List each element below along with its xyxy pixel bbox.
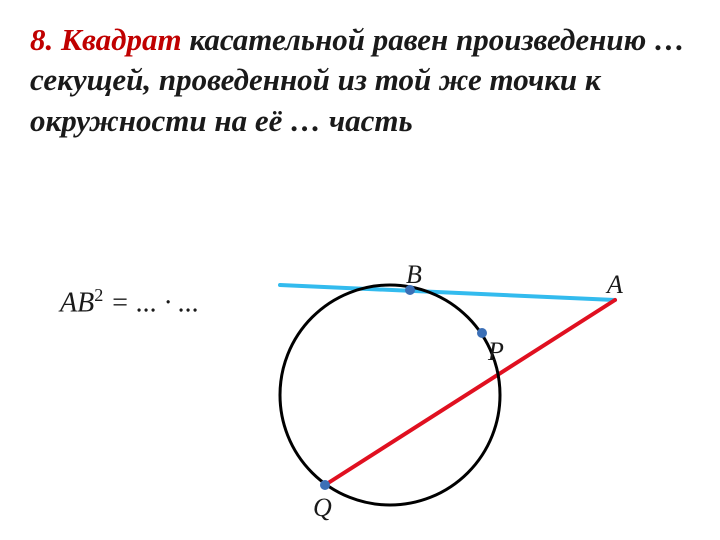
formula-lhs: AB	[60, 287, 94, 318]
tangent-line	[280, 285, 615, 300]
formula-eq: =	[103, 287, 136, 318]
theorem-keyword: Квадрат	[61, 22, 182, 57]
label-Q: Q	[313, 493, 332, 523]
label-B: B	[406, 260, 422, 290]
formula: AB2 = ... · ...	[60, 285, 199, 319]
secant-line	[325, 300, 615, 485]
slide: 8. Квадрат касательной равен произведени…	[0, 0, 720, 540]
label-A: A	[607, 270, 623, 300]
formula-rhs: ... · ...	[136, 287, 199, 318]
label-P: P	[488, 337, 504, 367]
point-P	[477, 328, 487, 338]
formula-exponent: 2	[94, 285, 103, 305]
tangent-secant-diagram: B A P Q	[220, 220, 640, 530]
theorem-number: 8.	[30, 22, 53, 57]
point-Q	[320, 480, 330, 490]
theorem-text: 8. Квадрат касательной равен произведени…	[30, 20, 690, 141]
diagram-svg	[220, 220, 640, 530]
